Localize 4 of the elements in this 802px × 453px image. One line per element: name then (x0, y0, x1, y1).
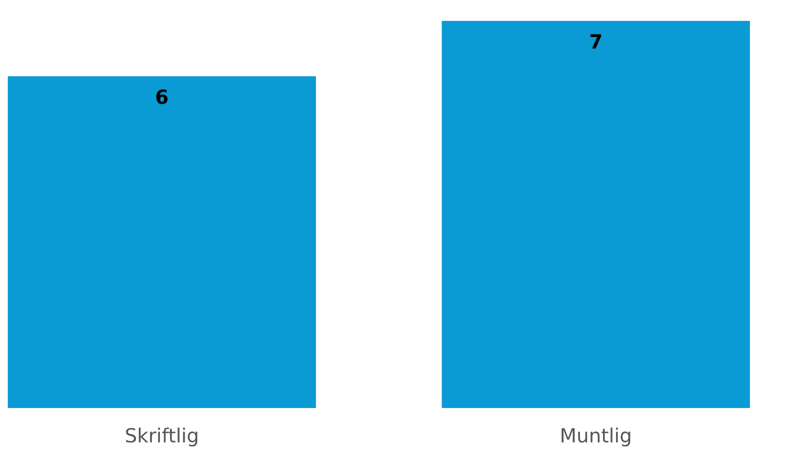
data-label: 7 (590, 34, 602, 48)
x-tick-label: Skriftlig (126, 428, 198, 446)
data-label: 6 (156, 89, 168, 104)
x-tick-label: Muntlig (562, 428, 630, 446)
